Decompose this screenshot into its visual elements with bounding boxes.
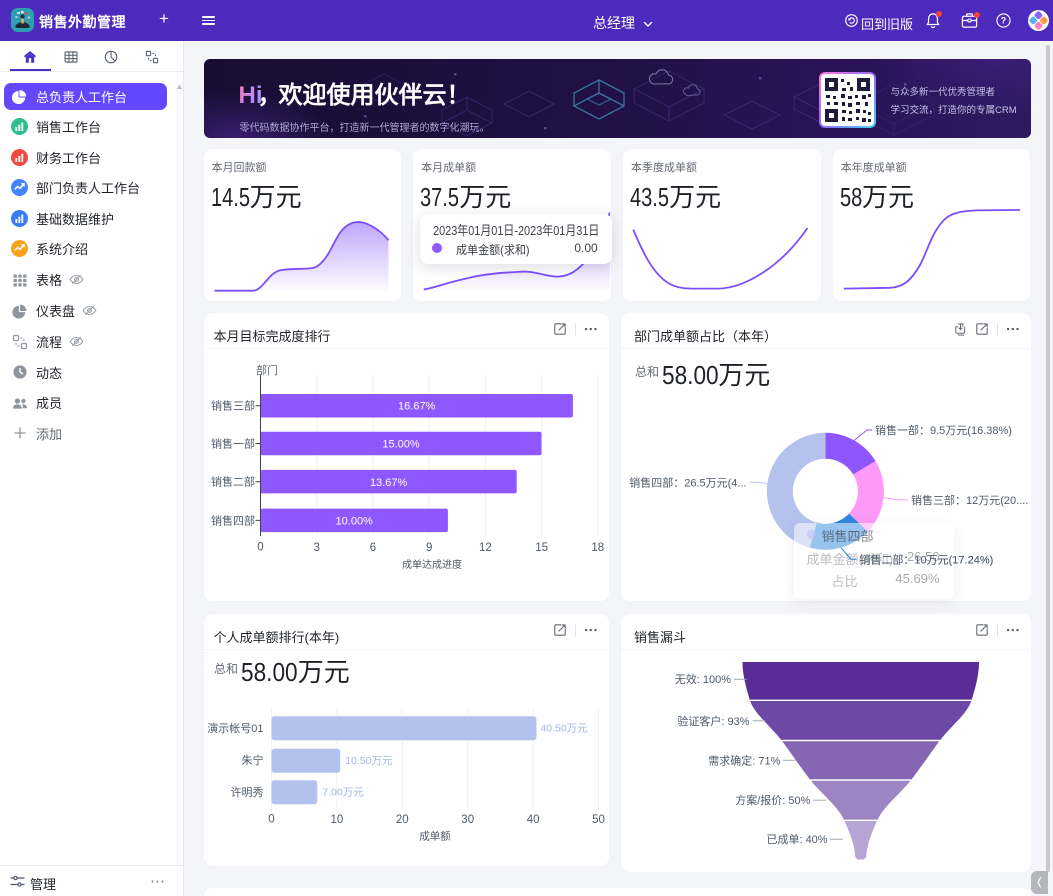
svg-text:方案/报价: 50%: 方案/报价: 50%: [735, 793, 810, 807]
svg-text:9: 9: [425, 542, 431, 554]
svg-text:18: 18: [591, 542, 604, 554]
svg-text:40: 40: [526, 814, 539, 826]
svg-text:30: 30: [461, 814, 474, 826]
svg-text:成单达成进度: 成单达成进度: [402, 558, 462, 571]
svg-text:0: 0: [257, 541, 263, 553]
svg-text:20: 20: [395, 814, 408, 826]
svg-text:销售三部: 销售三部: [211, 398, 255, 412]
svg-text:10.00%: 10.00%: [335, 515, 373, 527]
svg-text:部门: 部门: [256, 363, 278, 377]
svg-text:15.00%: 15.00%: [382, 438, 420, 450]
svg-text:无效: 100%: 无效: 100%: [675, 672, 731, 686]
svg-text:10: 10: [330, 814, 343, 826]
svg-text:0: 0: [268, 813, 274, 825]
svg-text:16.67%: 16.67%: [398, 400, 436, 412]
svg-text:销售二部: 销售二部: [211, 474, 255, 488]
svg-text:7.00万元: 7.00万元: [322, 786, 364, 798]
svg-text:需求确定: 71%: 需求确定: 71%: [708, 753, 780, 767]
svg-text:验证客户: 93%: 验证客户: 93%: [677, 713, 749, 727]
svg-text:销售一部: 销售一部: [211, 436, 255, 450]
svg-text:许明秀: 许明秀: [230, 785, 263, 798]
svg-text:演示帐号01: 演示帐号01: [207, 720, 263, 734]
svg-text:销售四部：26.5万元(4...: 销售四部：26.5万元(4...: [629, 475, 746, 489]
svg-text:朱宁: 朱宁: [241, 753, 263, 767]
svg-text:已成单: 40%: 已成单: 40%: [766, 833, 827, 846]
svg-text:销售三部：12万元(20....: 销售三部：12万元(20....: [911, 493, 1028, 507]
svg-text:40.50万元: 40.50万元: [540, 722, 588, 734]
svg-text:50: 50: [592, 814, 605, 826]
svg-text:10.50万元: 10.50万元: [345, 755, 393, 767]
svg-text:12: 12: [479, 542, 492, 554]
svg-text:?: ?: [1001, 16, 1006, 26]
svg-text:销售一部：9.5万元(16.38%): 销售一部：9.5万元(16.38%): [875, 423, 1012, 437]
svg-text:6: 6: [369, 542, 375, 554]
svg-text:销售四部: 销售四部: [211, 513, 255, 527]
svg-text:15: 15: [535, 542, 548, 554]
svg-text:成单额: 成单额: [419, 829, 451, 842]
svg-text:3: 3: [313, 542, 319, 554]
svg-text:13.67%: 13.67%: [369, 476, 407, 488]
svg-text:销售二部：10万元(17.24%): 销售二部：10万元(17.24%): [859, 552, 993, 566]
